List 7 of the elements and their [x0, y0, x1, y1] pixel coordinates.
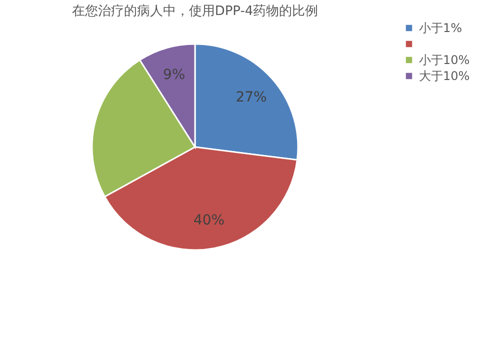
data-label: 9% [162, 66, 186, 83]
legend-label: 大于10% [419, 69, 470, 83]
data-label: 40% [193, 212, 225, 229]
data-label: 27% [236, 89, 267, 106]
chart-title: 在您治疗的病人中，使用DPP-4药物的比例 [72, 4, 318, 19]
legend-label: 小于10% [419, 53, 470, 67]
legend-label: 小于1% [419, 21, 462, 35]
